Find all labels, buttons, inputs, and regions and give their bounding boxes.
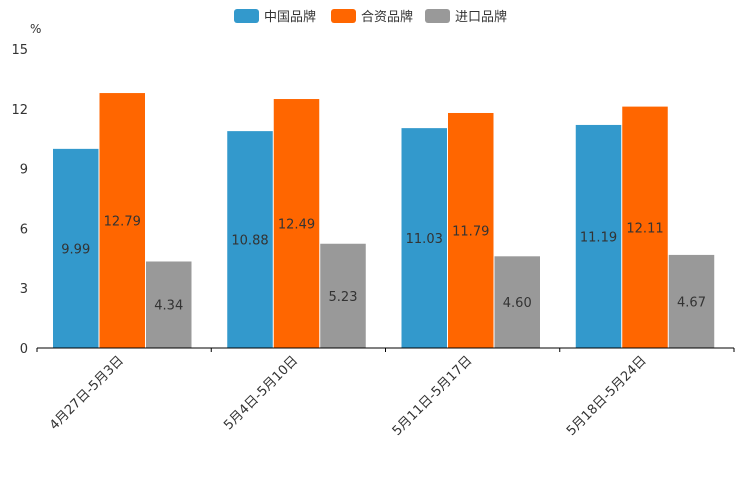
y-tick-label: 9 bbox=[20, 163, 28, 178]
data-label: 5.23 bbox=[329, 290, 358, 305]
data-label: 10.88 bbox=[231, 234, 268, 249]
x-axis: 4月27日-5月3日 5月4日-5月10日 5月11日-5月17日 5月18日-5月2… bbox=[36, 347, 735, 439]
y-tick-label: 6 bbox=[20, 222, 28, 237]
bar[interactable] bbox=[99, 93, 146, 348]
data-label: 12.11 bbox=[626, 221, 663, 236]
data-label: 11.03 bbox=[406, 232, 443, 247]
bar[interactable] bbox=[668, 254, 715, 348]
y-axis-unit-label: % bbox=[30, 22, 41, 36]
legend: 中国品牌 合资品牌 进口品牌 bbox=[234, 9, 507, 25]
legend-swatch[interactable] bbox=[234, 9, 259, 23]
y-tick-label: 12 bbox=[11, 103, 28, 118]
data-label: 12.79 bbox=[104, 215, 141, 230]
bar[interactable] bbox=[273, 99, 320, 348]
bar[interactable] bbox=[401, 128, 448, 348]
bar[interactable] bbox=[53, 148, 99, 348]
data-labels: 9.99 12.79 4.34 10.88 12.49 5.23 11.03 11.79 4.6… bbox=[61, 215, 706, 314]
y-tick-label: 15 bbox=[11, 43, 28, 58]
data-label: 9.99 bbox=[61, 242, 90, 257]
legend-label[interactable]: 合资品牌 bbox=[361, 9, 413, 25]
data-label: 11.19 bbox=[580, 230, 617, 245]
legend-label[interactable]: 进口品牌 bbox=[455, 9, 507, 25]
bar[interactable] bbox=[320, 243, 366, 348]
x-tick-label: 5月4日-5月10日 bbox=[221, 353, 301, 433]
y-tick-label: 0 bbox=[20, 342, 28, 357]
legend-swatch[interactable] bbox=[331, 9, 356, 23]
legend-swatch[interactable] bbox=[425, 9, 450, 23]
bar[interactable] bbox=[494, 256, 541, 348]
x-tick-label: 4月27日-5月3日 bbox=[47, 353, 127, 433]
y-axis: 0 3 6 9 12 15 bbox=[11, 43, 28, 357]
bar[interactable] bbox=[227, 131, 273, 348]
bar[interactable] bbox=[575, 124, 622, 348]
data-label: 12.49 bbox=[278, 218, 315, 233]
data-label: 4.67 bbox=[677, 295, 706, 310]
data-label: 11.79 bbox=[452, 224, 489, 239]
data-label: 4.34 bbox=[154, 299, 183, 314]
data-label: 4.60 bbox=[503, 296, 532, 311]
x-tick-label: 5月18日-5月24日 bbox=[564, 353, 650, 439]
legend-label[interactable]: 中国品牌 bbox=[264, 9, 316, 25]
x-tick-label: 5月11日-5月17日 bbox=[390, 353, 476, 439]
bar[interactable] bbox=[448, 112, 494, 349]
bar[interactable] bbox=[146, 261, 192, 348]
y-tick-label: 3 bbox=[20, 282, 28, 297]
bar[interactable] bbox=[622, 106, 668, 348]
bars bbox=[53, 93, 715, 349]
